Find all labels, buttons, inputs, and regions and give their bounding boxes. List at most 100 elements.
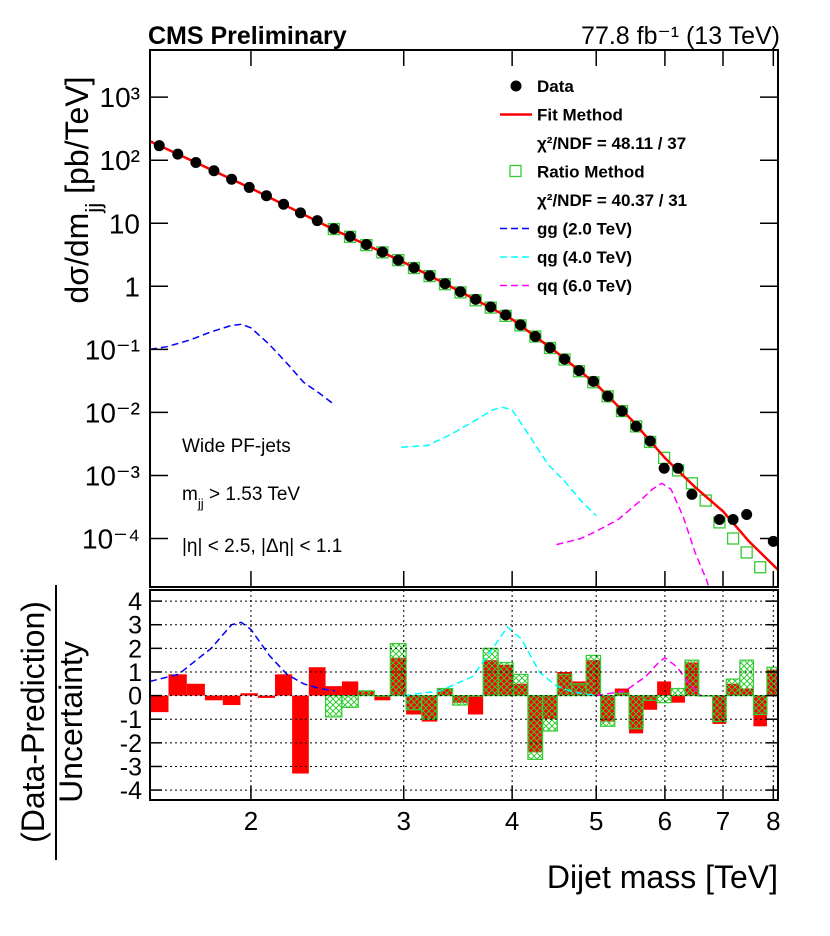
data-point — [658, 462, 670, 474]
label: dσ/dmjj [pb/TeV] — [59, 76, 106, 303]
residual-bar — [711, 694, 727, 723]
data-point — [294, 207, 306, 219]
data-point — [544, 342, 556, 354]
label: Wide PF-jets — [182, 436, 291, 457]
residual-bar — [656, 694, 672, 704]
ratio-point — [740, 546, 753, 559]
y-tick-label: 10 — [109, 208, 140, 239]
residual-bar — [512, 673, 529, 697]
residual-bar — [436, 687, 454, 697]
y-tick-label: 1 — [124, 271, 140, 302]
residual-bar — [452, 694, 469, 706]
y-tick-label: -3 — [120, 753, 142, 781]
data-point — [226, 173, 238, 185]
residual-bar — [405, 694, 423, 711]
residual-bar — [240, 693, 258, 696]
label-part: jj — [81, 203, 106, 214]
x-tick-label: 5 — [589, 806, 603, 836]
data-point — [515, 319, 527, 331]
legend-marker — [509, 164, 522, 178]
data-point — [153, 140, 165, 152]
plot-area — [150, 621, 778, 774]
data-point — [208, 165, 220, 177]
y-axis-title: (Data-Prediction) — [15, 601, 51, 843]
residual-bar — [186, 683, 205, 696]
x-axis-title: Dijet mass [TeV] — [547, 859, 778, 895]
residual-bar — [150, 695, 169, 713]
signal-line — [556, 482, 710, 587]
data-point — [243, 181, 255, 193]
data-point — [424, 270, 436, 282]
y-axis-title: Uncertainty — [53, 641, 89, 803]
data-point — [741, 509, 753, 521]
legend-label: gg (2.0 TeV) — [537, 220, 632, 239]
data-point — [713, 514, 725, 526]
data-point — [392, 254, 404, 266]
label-part: > 1.53 TeV — [204, 484, 301, 505]
label-part: m — [182, 484, 198, 505]
data-point — [360, 239, 372, 251]
data-point — [529, 330, 541, 342]
residual-bar — [168, 674, 187, 696]
residual-bar — [389, 643, 407, 697]
legend-label: Ratio Method — [537, 163, 645, 182]
data-point — [172, 148, 184, 160]
residual-bar — [275, 674, 293, 696]
legend-label: qq (6.0 TeV) — [537, 277, 632, 296]
residual-bar — [657, 681, 672, 696]
x-tick-label: 6 — [658, 806, 672, 836]
data-point — [190, 156, 202, 168]
residual-bar — [585, 654, 602, 697]
residual-bar — [324, 694, 343, 718]
residual-bar — [599, 694, 616, 727]
signal-line — [150, 323, 336, 406]
y-tick-label: -1 — [120, 706, 142, 734]
data-point — [454, 286, 466, 298]
data-point — [311, 215, 323, 227]
data-point — [559, 353, 571, 365]
residual-bar — [671, 695, 685, 703]
data-point — [644, 435, 656, 447]
residual-bar — [374, 695, 391, 701]
residual-bar — [739, 659, 755, 697]
legend-label: Fit Method — [537, 106, 623, 125]
plot-area — [150, 140, 778, 587]
signal-line — [596, 656, 702, 697]
data-point — [376, 246, 388, 258]
legend-note: χ²/NDF = 40.37 / 31 — [537, 191, 687, 210]
y-tick-label: -2 — [120, 730, 142, 758]
residual-bar — [527, 694, 544, 760]
data-point — [616, 405, 628, 417]
residual-bar — [341, 694, 359, 709]
data-point — [602, 390, 614, 402]
data-point — [470, 293, 482, 305]
residual-bar — [571, 683, 587, 697]
residual-bar — [542, 694, 558, 732]
x-tick-label: 7 — [716, 806, 730, 836]
legend-note: χ²/NDF = 48.11 / 37 — [537, 134, 686, 153]
chart-title: CMS Preliminary — [148, 22, 347, 50]
x-tick-label: 4 — [505, 806, 519, 836]
data-point — [260, 190, 272, 202]
data-point — [630, 420, 642, 432]
residual-bar — [257, 695, 276, 698]
ratio-point — [726, 532, 740, 545]
label: |η| < 2.5, |Δη| < 1.1 — [182, 536, 342, 557]
residual-bar — [204, 695, 223, 701]
x-tick-label: 3 — [396, 806, 410, 836]
y-tick-label: 2 — [128, 635, 142, 663]
data-point — [573, 365, 585, 377]
data-point — [278, 198, 290, 210]
data-point — [485, 301, 497, 313]
data-point — [727, 514, 739, 526]
data-point — [439, 278, 451, 290]
y-tick-label: 10³ — [100, 82, 140, 113]
y-tick-label: 10⁻¹ — [85, 334, 140, 365]
residual-bar — [292, 695, 309, 774]
legend-label: qg (4.0 TeV) — [537, 248, 632, 267]
data-point — [672, 462, 684, 474]
data-point — [408, 262, 420, 274]
y-tick-label: 10⁻³ — [85, 460, 140, 491]
label-part: [pb/TeV] — [59, 76, 95, 202]
